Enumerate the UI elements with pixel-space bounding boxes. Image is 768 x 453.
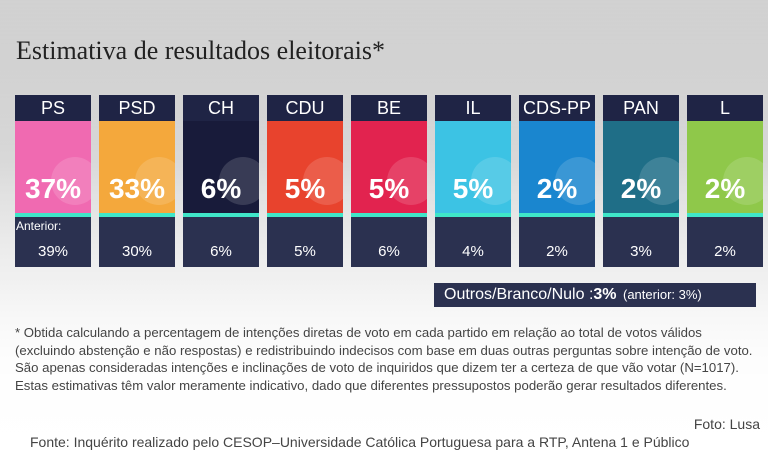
party-name: CDU	[267, 95, 343, 121]
party-value: 5%	[452, 173, 494, 204]
party-card: CDS-PP 2% 2%	[519, 95, 595, 267]
party-card: PAN 2% 3%	[603, 95, 679, 267]
party-color-panel	[687, 121, 763, 213]
methodology-note: * Obtida calculando a percentagem de int…	[15, 325, 753, 393]
accent-stripe	[15, 213, 91, 217]
outros-label: Outros/Branco/Nulo :	[444, 286, 594, 303]
outros-value: 3%	[593, 286, 617, 303]
party-value: 2%	[704, 173, 746, 204]
party-card: IL 5% 4%	[435, 95, 511, 267]
accent-stripe	[435, 213, 511, 217]
party-previous-value: 6%	[378, 243, 400, 260]
party-logo-icon	[639, 157, 679, 205]
party-logo-icon	[135, 157, 175, 205]
party-card: PS 37% 39%	[15, 95, 91, 267]
accent-stripe	[687, 213, 763, 217]
party-color-panel	[351, 121, 427, 213]
accent-stripe	[603, 213, 679, 217]
party-previous-value: 6%	[210, 243, 232, 260]
outros-previous: (anterior: 3%)	[622, 287, 702, 302]
accent-stripe	[267, 213, 343, 217]
party-logo-icon	[471, 157, 511, 205]
party-color-panel	[435, 121, 511, 213]
party-card: BE 5% 6%	[351, 95, 427, 267]
party-color-panel	[267, 121, 343, 213]
source-credit: Fonte: Inquérito realizado pelo CESOP–Un…	[30, 434, 690, 450]
party-value: 6%	[200, 173, 242, 204]
accent-stripe	[351, 213, 427, 217]
party-logo-icon	[723, 157, 763, 205]
party-cards: PS 37% 39% PSD 33% 30% CH 6% 6% CDU 5% 5% BE 5% 6% IL 5%…	[15, 95, 763, 267]
party-previous-value: 2%	[714, 243, 736, 260]
party-card: L 2% 2%	[687, 95, 763, 267]
party-color-panel	[183, 121, 259, 213]
party-logo-icon	[51, 157, 91, 205]
accent-stripe	[519, 213, 595, 217]
party-value: 2%	[620, 173, 662, 204]
party-value: 2%	[536, 173, 578, 204]
party-previous-value: 3%	[630, 243, 652, 260]
party-name: L	[687, 95, 763, 121]
party-color-panel	[603, 121, 679, 213]
party-value: 5%	[368, 173, 410, 204]
party-card: CDU 5% 5%	[267, 95, 343, 267]
party-previous-value: 4%	[462, 243, 484, 260]
party-name: PS	[15, 95, 91, 121]
party-name: IL	[435, 95, 511, 121]
party-logo-icon	[555, 157, 595, 205]
chart-title: Estimativa de resultados eleitorais*	[16, 36, 385, 65]
party-logo-icon	[219, 157, 259, 205]
party-color-panel	[519, 121, 595, 213]
party-previous-value: 5%	[294, 243, 316, 260]
party-value: 37%	[24, 173, 82, 204]
party-logo-icon	[387, 157, 427, 205]
party-value: 5%	[284, 173, 326, 204]
accent-stripe	[183, 213, 259, 217]
outros-box: Outros/Branco/Nulo : 3% (anterior: 3%)	[434, 283, 756, 307]
party-previous-value: 30%	[121, 243, 153, 260]
party-value: 33%	[108, 173, 166, 204]
party-previous-value: 39%	[37, 243, 69, 260]
party-logo-icon	[303, 157, 343, 205]
party-name: CH	[183, 95, 259, 121]
party-card: PSD 33% 30%	[99, 95, 175, 267]
party-color-panel	[99, 121, 175, 213]
party-name: PSD	[99, 95, 175, 121]
accent-stripe	[99, 213, 175, 217]
party-name: CDS-PP	[519, 95, 595, 121]
party-name: PAN	[603, 95, 679, 121]
photo-credit: Foto: Lusa	[693, 416, 760, 432]
party-previous-value: 2%	[546, 243, 568, 260]
party-name: BE	[351, 95, 427, 121]
party-card: CH 6% 6%	[183, 95, 259, 267]
anterior-label: Anterior:	[16, 219, 62, 233]
party-color-panel	[15, 121, 91, 213]
